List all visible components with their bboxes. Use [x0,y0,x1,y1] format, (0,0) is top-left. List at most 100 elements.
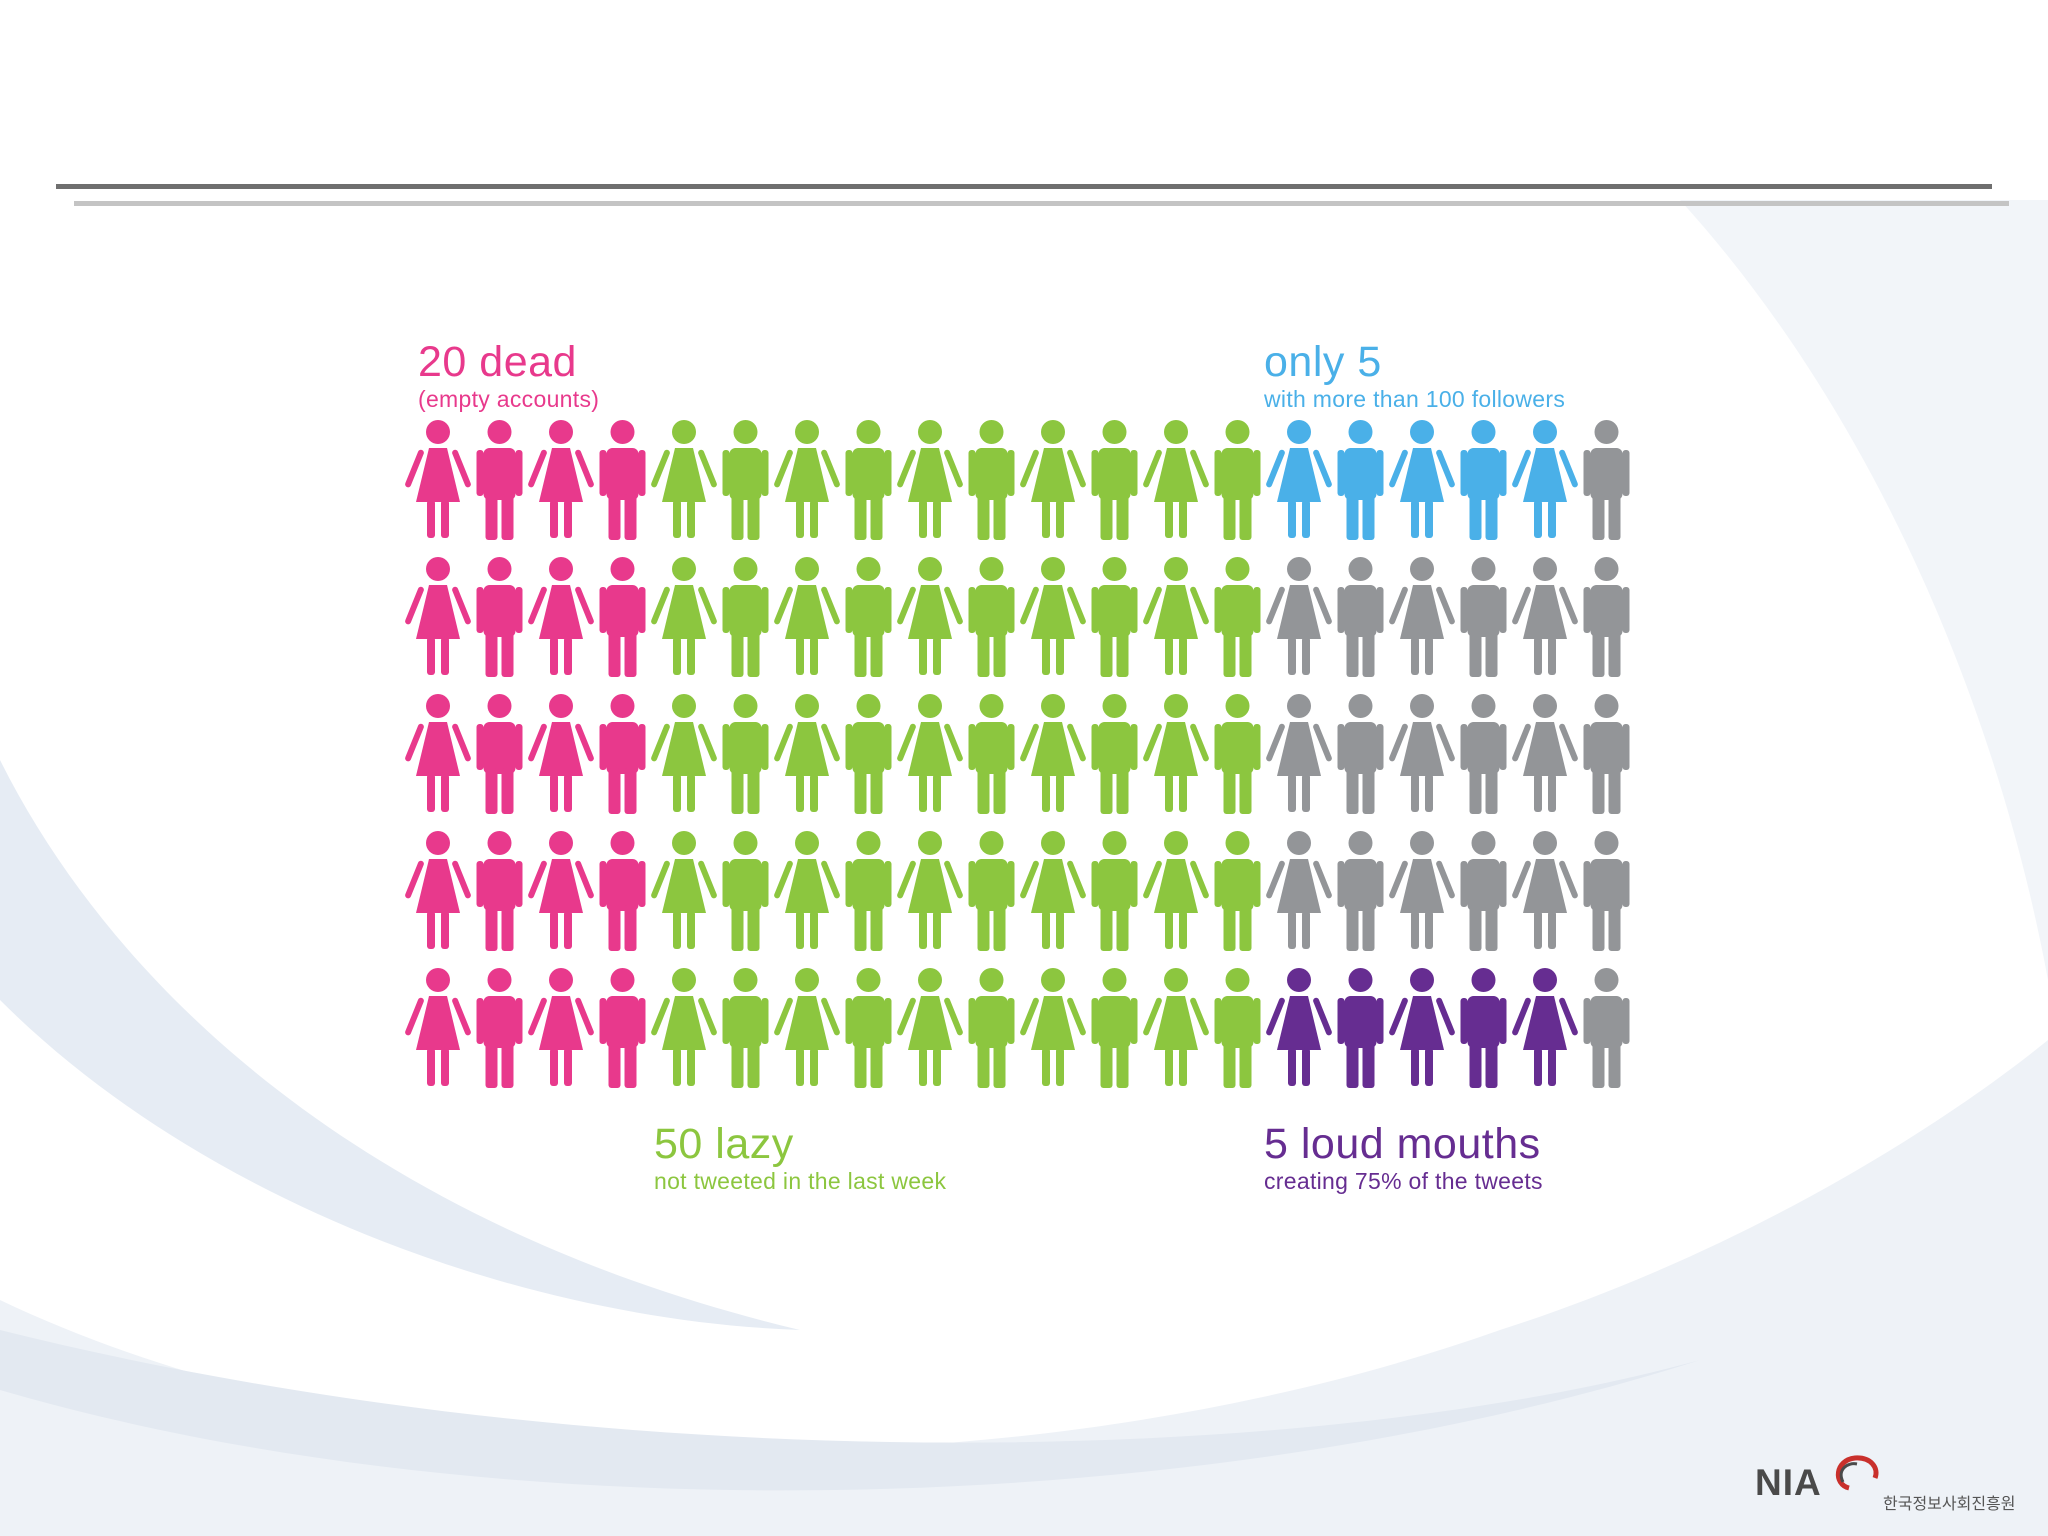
person-icon-loud [1389,968,1455,1086]
person-icon-dead [599,420,646,540]
person-icon-lazy [651,694,717,812]
person-icon-dead [599,557,646,677]
person-icon-lazy [1143,420,1209,538]
person-icon-lazy [1020,420,1086,538]
person-icon-lazy [1143,968,1209,1086]
person-icon-lazy [1214,557,1261,677]
caption-lazy-subtitle: not tweeted in the last week [654,1168,947,1194]
person-icon-lazy [845,968,892,1088]
caption-dead-title: 20 dead [418,338,577,386]
person-icon-popular [1337,420,1384,540]
nia-logo: NIA 한국정보사회진흥원 [1755,1448,2035,1518]
person-icon-lazy [1091,420,1138,540]
person-icon-lazy [1091,694,1138,814]
person-icon-dead [405,831,471,949]
person-icon-dead [528,557,594,675]
caption-lazy: 50 lazy not tweeted in the last week [654,1120,946,1194]
person-icon-dead [599,831,646,951]
background-swoosh-bottom [0,1040,2048,1536]
person-icon-lazy [722,420,769,540]
person-icon-loud [1460,968,1507,1088]
person-icon-other [1337,557,1384,677]
person-icon-lazy [1020,694,1086,812]
person-icon-loud [1266,968,1332,1086]
person-icon-lazy [651,968,717,1086]
caption-dead-subtitle: (empty accounts) [418,386,600,412]
person-icon-popular [1389,420,1455,538]
caption-popular: only 5 with more than 100 followers [1264,338,1565,412]
person-icon-lazy [968,968,1015,1088]
person-icon-lazy [845,831,892,951]
person-icon-lazy [968,831,1015,951]
person-icon-lazy [1214,831,1261,951]
person-icon-other [1266,831,1332,949]
person-icon-loud [1337,968,1384,1088]
person-icon-lazy [845,420,892,540]
person-icon-dead [476,831,523,951]
person-icon-popular [1266,420,1332,538]
person-icon-lazy [651,557,717,675]
person-icon-lazy [897,831,963,949]
person-icon-lazy [722,557,769,677]
person-icon-other [1337,831,1384,951]
logo-subtitle: 한국정보사회진흥원 [1883,1494,2016,1513]
person-icon-lazy [1020,968,1086,1086]
person-icon-lazy [774,968,840,1086]
caption-dead: 20 dead (empty accounts) [418,338,599,412]
person-icon-other [1583,968,1630,1088]
person-icon-dead [528,968,594,1086]
person-icon-loud [1512,968,1578,1086]
person-icon-dead [599,968,646,1088]
person-icon-lazy [897,968,963,1086]
person-icon-lazy [968,420,1015,540]
person-icon-lazy [651,420,717,538]
person-icon-dead [405,694,471,812]
person-icon-lazy [1091,831,1138,951]
person-icon-lazy [1143,557,1209,675]
person-icon-lazy [774,694,840,812]
person-icon-other [1512,831,1578,949]
person-icon-lazy [1143,694,1209,812]
person-icon-lazy [968,694,1015,814]
caption-loud-title: 5 loud mouths [1264,1120,1541,1168]
header-rule-dark [56,184,1992,189]
background-swoosh-band [0,1330,1700,1491]
person-icon-other [1583,831,1630,951]
background-swoosh-left [0,760,800,1330]
caption-popular-subtitle: with more than 100 followers [1264,386,1566,412]
logo-text: NIA [1755,1462,1822,1503]
person-icon-lazy [774,420,840,538]
person-icon-dead [528,694,594,812]
person-icon-lazy [897,557,963,675]
person-icon-other [1583,420,1630,540]
person-icon-other [1266,694,1332,812]
person-icon-lazy [968,557,1015,677]
person-icon-dead [528,420,594,538]
person-icon-dead [476,420,523,540]
person-icon-lazy [845,557,892,677]
caption-lazy-title: 50 lazy [654,1120,794,1168]
person-icon-other [1389,557,1455,675]
person-icon-lazy [1091,557,1138,677]
person-icon-lazy [1020,557,1086,675]
person-icon-lazy [722,694,769,814]
person-icon-lazy [897,420,963,538]
person-icon-lazy [845,694,892,814]
person-icon-other [1389,694,1455,812]
person-icon-lazy [1091,968,1138,1088]
person-icon-popular [1512,420,1578,538]
person-icon-dead [528,831,594,949]
person-icon-lazy [774,831,840,949]
caption-loud-subtitle: creating 75% of the tweets [1264,1168,1543,1194]
person-icon-popular [1460,420,1507,540]
header-rule-light [74,201,2009,206]
caption-popular-title: only 5 [1264,338,1382,386]
person-icon-lazy [722,968,769,1088]
person-icon-dead [599,694,646,814]
caption-loud: 5 loud mouths creating 75% of the tweets [1264,1120,1543,1194]
person-icon-other [1512,557,1578,675]
person-icon-other [1389,831,1455,949]
person-icon-other [1337,694,1384,814]
